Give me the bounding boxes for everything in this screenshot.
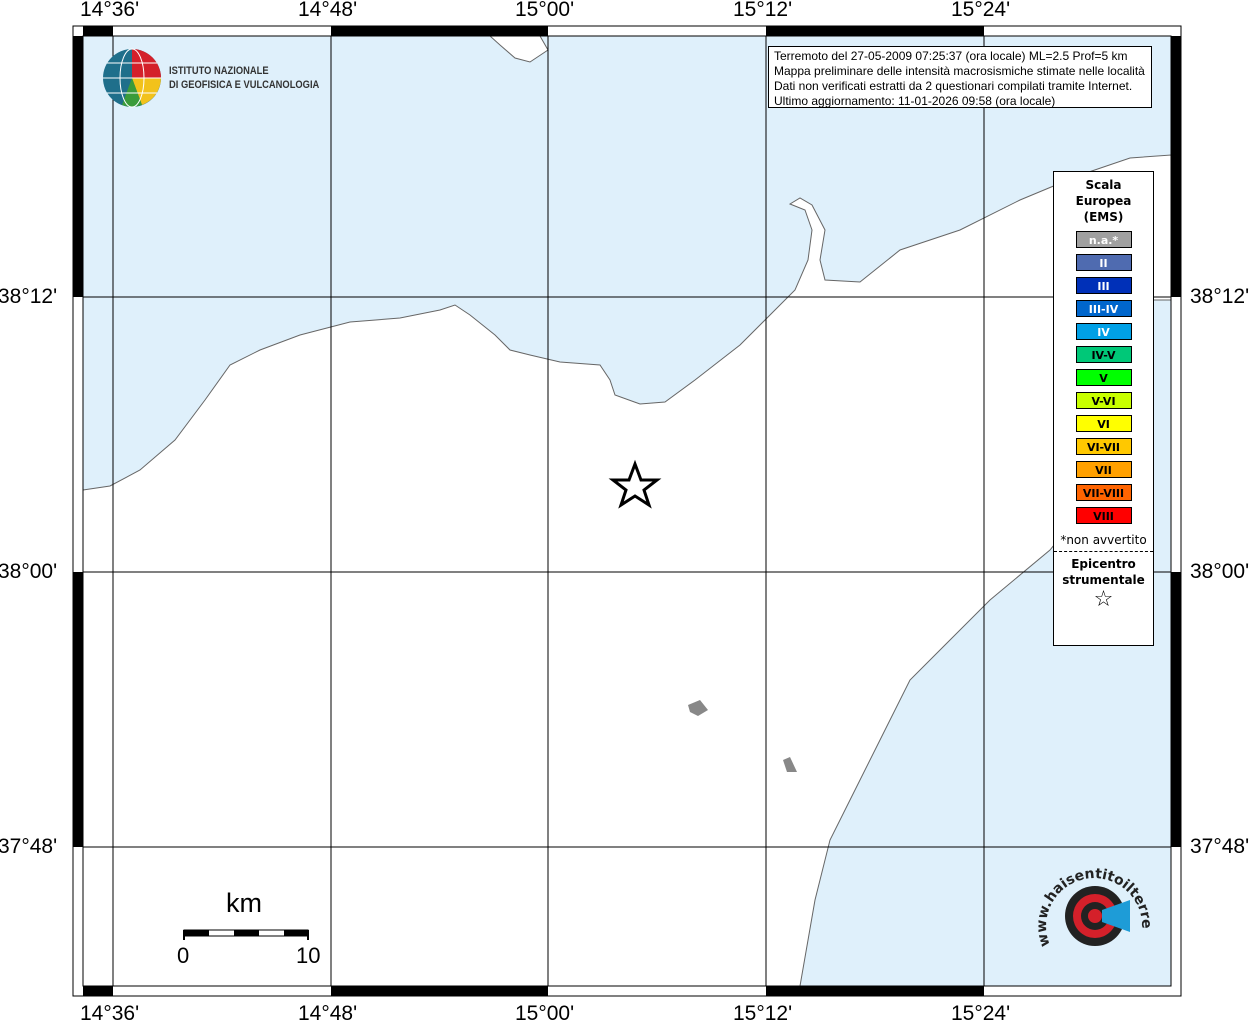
legend-swatch: IV bbox=[1075, 323, 1132, 340]
event-info-box: Terremoto del 27-05-2009 07:25:37 (ora l… bbox=[768, 46, 1152, 108]
logo-line1: ISTITUTO NAZIONALE bbox=[169, 65, 269, 77]
ems-legend: Scala Europea (EMS) n.a.* II III III-IV IV IV-V… bbox=[1053, 171, 1154, 646]
star-icon: ☆ bbox=[1093, 587, 1114, 612]
info-line: Ultimo aggiornamento: 11-01-2026 09:58 (… bbox=[774, 94, 1056, 108]
legend-swatch: VII bbox=[1075, 461, 1132, 478]
legend-swatch: VII-VIII bbox=[1075, 484, 1132, 501]
map-frame bbox=[72, 25, 1182, 997]
haisentito-logo: www.haisentitoilterremoto.it bbox=[1032, 860, 1154, 948]
lon-label-bottom: 15°12' bbox=[733, 1002, 793, 1024]
lat-label-left: 38°00' bbox=[0, 560, 58, 583]
lon-label-top: 15°24' bbox=[951, 0, 1011, 21]
logo-line2: DI GEOFISICA E VULCANOLOGIA bbox=[169, 79, 320, 91]
lon-label-top: 14°36' bbox=[80, 0, 140, 21]
legend-title: Scala Europea (EMS) bbox=[1054, 177, 1153, 225]
legend-title-line: Scala bbox=[1085, 178, 1122, 192]
lon-label-top: 15°12' bbox=[733, 0, 793, 21]
legend-swatch: II bbox=[1075, 254, 1132, 271]
legend-swatch: VI-VII bbox=[1075, 438, 1132, 455]
ingv-logo-text: ISTITUTO NAZIONALE DI GEOFISICA E VULCANO… bbox=[169, 64, 319, 92]
lon-label-top: 15°00' bbox=[515, 0, 575, 21]
graticule bbox=[83, 36, 1171, 986]
info-line: Terremoto del 27-05-2009 07:25:37 (ora l… bbox=[774, 49, 1128, 63]
legend-swatch: V bbox=[1075, 369, 1132, 386]
scale-max: 10 bbox=[296, 943, 321, 968]
sicily-land bbox=[82, 154, 1172, 987]
epicentre-label: strumentale bbox=[1062, 573, 1145, 587]
islet bbox=[688, 700, 797, 772]
lon-label-bottom: 15°00' bbox=[515, 1002, 575, 1024]
legend-note: *non avvertito bbox=[1060, 533, 1147, 547]
epicentre-label: Epicentro bbox=[1071, 557, 1136, 571]
lon-label-bottom: 15°24' bbox=[951, 1002, 1011, 1024]
scale-min: 0 bbox=[177, 943, 190, 968]
legend-swatch: V-VI bbox=[1075, 392, 1132, 409]
ingv-globe-logo bbox=[103, 48, 161, 108]
lat-label-right: 38°12' bbox=[1190, 285, 1250, 308]
legend-swatch: VI bbox=[1075, 415, 1132, 432]
legend-title-line: Europea bbox=[1075, 194, 1132, 208]
legend-swatch: III-IV bbox=[1075, 300, 1132, 317]
lon-label-bottom: 14°36' bbox=[80, 1002, 140, 1024]
lon-label-bottom: 14°48' bbox=[298, 1002, 358, 1024]
lon-label-top: 14°48' bbox=[298, 0, 358, 21]
legend-swatch: VIII bbox=[1075, 507, 1132, 524]
legend-swatch: III bbox=[1075, 277, 1132, 294]
info-line: Mappa preliminare delle intensità macros… bbox=[774, 64, 1145, 78]
lat-label-right: 37°48' bbox=[1190, 835, 1250, 858]
legend-swatch: IV-V bbox=[1075, 346, 1132, 363]
scale-bar bbox=[183, 929, 309, 940]
legend-epicentre: Epicentro strumentale ☆ bbox=[1054, 551, 1153, 612]
scale-unit: km bbox=[226, 888, 262, 918]
lat-label-left: 38°12' bbox=[0, 285, 58, 308]
info-line: Dati non verificati estratti da 2 questi… bbox=[774, 79, 1133, 93]
legend-title-line: (EMS) bbox=[1083, 210, 1124, 224]
legend-swatch: n.a.* bbox=[1075, 231, 1132, 248]
epicentre-star-icon bbox=[608, 459, 662, 509]
lat-label-left: 37°48' bbox=[0, 835, 58, 858]
lat-label-right: 38°00' bbox=[1190, 560, 1250, 583]
